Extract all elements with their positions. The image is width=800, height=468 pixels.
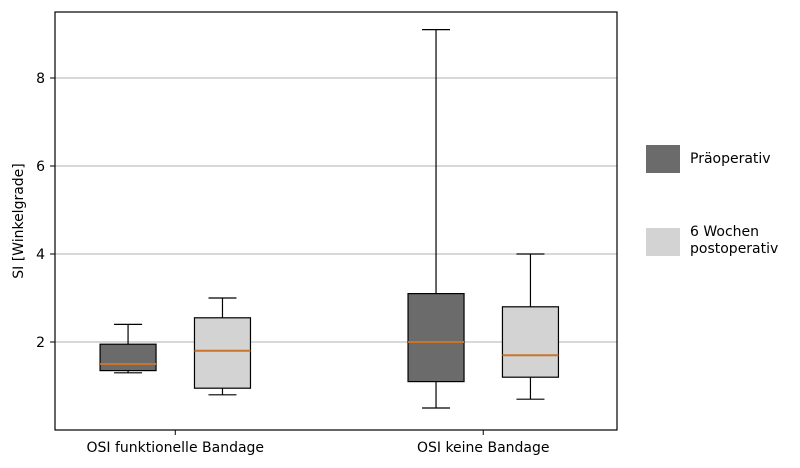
x-tick-label-0: OSI funktionelle Bandage [86, 440, 264, 456]
plot-boxes [99, 29, 560, 409]
box-1-1 [501, 253, 560, 400]
y-axis-label: SI [Winkelgrade] [11, 163, 27, 279]
box-iqr [193, 317, 252, 389]
x-axis: OSI funktionelle Bandage OSI keine Bandag… [86, 430, 550, 456]
legend-label-0: Präoperativ [690, 151, 771, 167]
legend-label-1-line-0: 6 Wochen [690, 224, 759, 240]
box-0-1 [193, 297, 252, 396]
y-tick-label-4: 4 [36, 247, 45, 263]
box-iqr [99, 343, 157, 372]
legend-label-1-line-1: postoperativ [690, 241, 778, 257]
box-0-0 [99, 323, 157, 374]
gridlines [55, 77, 617, 343]
legend-swatch-0 [646, 145, 680, 173]
y-tick-label-2: 2 [36, 335, 45, 351]
plot-frame [54, 11, 618, 431]
legend-swatch-1 [646, 228, 680, 256]
y-tick-label-6: 6 [36, 159, 45, 175]
box-iqr [407, 293, 465, 383]
box-1-0 [407, 29, 465, 409]
x-tick-label-1: OSI keine Bandage [417, 440, 550, 456]
y-axis: 2 4 6 8 [36, 71, 55, 351]
box-iqr [501, 306, 560, 378]
y-tick-label-8: 8 [36, 71, 45, 87]
